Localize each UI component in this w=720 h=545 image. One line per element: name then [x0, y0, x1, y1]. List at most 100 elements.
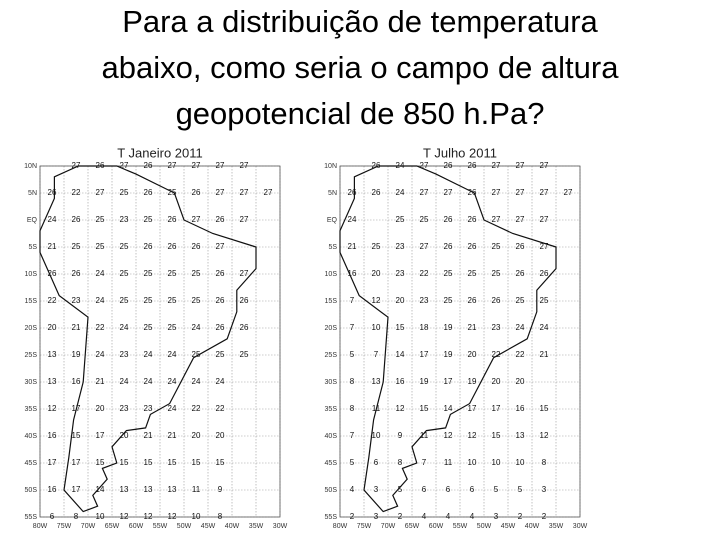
cell-value: 26: [240, 323, 249, 332]
cell-value: 27: [96, 188, 105, 197]
cell-value: 22: [72, 188, 81, 197]
cell-value: 27: [216, 188, 225, 197]
lon-label: 40W: [225, 523, 240, 530]
cell-value: 20: [468, 350, 477, 359]
lat-label: 20S: [25, 325, 38, 332]
lon-label: 30W: [573, 523, 588, 530]
lat-label: 10S: [325, 271, 338, 278]
cell-value: 13: [48, 350, 57, 359]
cell-value: 10: [96, 512, 105, 521]
cell-value: 22: [516, 350, 525, 359]
cell-value: 10: [492, 458, 501, 467]
cell-value: 20: [96, 404, 105, 413]
cell-value: 20: [372, 269, 381, 278]
cell-value: 3: [542, 485, 547, 494]
cell-value: 26: [216, 269, 225, 278]
lon-label: 75W: [357, 523, 372, 530]
lon-label: 65W: [405, 523, 420, 530]
lon-label: 55W: [453, 523, 468, 530]
lat-label: 30S: [25, 379, 38, 386]
cell-value: 22: [96, 323, 105, 332]
cell-value: 26: [444, 215, 453, 224]
cell-value: 20: [492, 377, 501, 386]
cell-value: 16: [48, 431, 57, 440]
cell-value: 2: [350, 512, 355, 521]
cell-value: 25: [192, 296, 201, 305]
cell-value: 25: [72, 242, 81, 251]
cell-value: 4: [446, 512, 451, 521]
cell-value: 25: [492, 269, 501, 278]
cell-value: 15: [72, 431, 81, 440]
cell-value: 24: [540, 323, 549, 332]
cell-value: 25: [516, 296, 525, 305]
cell-value: 14: [444, 404, 453, 413]
cell-value: 25: [144, 215, 153, 224]
cell-value: 26: [468, 161, 477, 170]
cell-value: 7: [374, 350, 379, 359]
lon-label: 80W: [333, 523, 348, 530]
lon-label: 60W: [429, 523, 444, 530]
lat-label: EQ: [27, 217, 38, 224]
cell-value: 27: [240, 161, 249, 170]
cell-value: 20: [120, 431, 129, 440]
cell-value: 26: [444, 242, 453, 251]
cell-value: 12: [540, 431, 549, 440]
lat-label: 15S: [325, 298, 338, 305]
cell-value: 24: [396, 161, 405, 170]
cell-value: 8: [398, 458, 403, 467]
cell-value: 7: [422, 458, 427, 467]
cell-value: 10: [372, 323, 381, 332]
title-line: Para a distribuição de temperatura: [122, 4, 598, 39]
cell-value: 27: [444, 188, 453, 197]
lat-label: 5N: [328, 190, 337, 197]
cell-value: 2: [518, 512, 523, 521]
lat-label: 25S: [25, 352, 38, 359]
cell-value: 10: [516, 458, 525, 467]
cell-value: 24: [96, 269, 105, 278]
cell-value: 27: [192, 161, 201, 170]
cell-value: 27: [420, 242, 429, 251]
cell-value: 8: [542, 458, 547, 467]
cell-value: 15: [396, 323, 405, 332]
cell-value: 14: [96, 485, 105, 494]
cell-value: 26: [372, 188, 381, 197]
lat-label: 45S: [325, 460, 338, 467]
cell-value: 26: [372, 161, 381, 170]
cell-value: 20: [48, 323, 57, 332]
cell-value: 25: [372, 242, 381, 251]
cell-value: 24: [168, 377, 177, 386]
cell-value: 25: [168, 188, 177, 197]
cell-value: 26: [48, 188, 57, 197]
cell-value: 21: [72, 323, 81, 332]
cell-value: 21: [168, 431, 177, 440]
cell-value: 27: [264, 188, 273, 197]
cell-value: 26: [48, 269, 57, 278]
cell-value: 26: [468, 296, 477, 305]
lon-label: 80W: [33, 523, 48, 530]
lon-label: 60W: [129, 523, 144, 530]
cell-value: 26: [516, 269, 525, 278]
lon-label: 70W: [81, 523, 96, 530]
cell-value: 10: [372, 431, 381, 440]
cell-value: 16: [396, 377, 405, 386]
lat-label: 15S: [25, 298, 38, 305]
map: T Janeiro 2011 80W 75W 70W 65W 60W 55W 50W 45W 40…: [24, 145, 287, 529]
cell-value: 25: [192, 350, 201, 359]
cell-value: 26: [444, 161, 453, 170]
lat-label: 50S: [325, 487, 338, 494]
cell-value: 6: [470, 485, 475, 494]
cell-value: 26: [492, 296, 501, 305]
cell-value: 25: [420, 215, 429, 224]
cell-value: 27: [240, 188, 249, 197]
cell-value: 2: [398, 512, 403, 521]
cell-value: 26: [144, 242, 153, 251]
cell-value: 25: [144, 296, 153, 305]
cell-value: 27: [540, 161, 549, 170]
lat-label: EQ: [327, 217, 338, 224]
lat-label: 5N: [28, 190, 37, 197]
cell-value: 27: [72, 161, 81, 170]
cell-value: 24: [144, 377, 153, 386]
cell-value: 27: [516, 215, 525, 224]
cell-value: 24: [48, 215, 57, 224]
map: T Julho 2011 80W 75W 70W 65W 60W 55W 50W 45W 40W 3…: [324, 145, 587, 529]
